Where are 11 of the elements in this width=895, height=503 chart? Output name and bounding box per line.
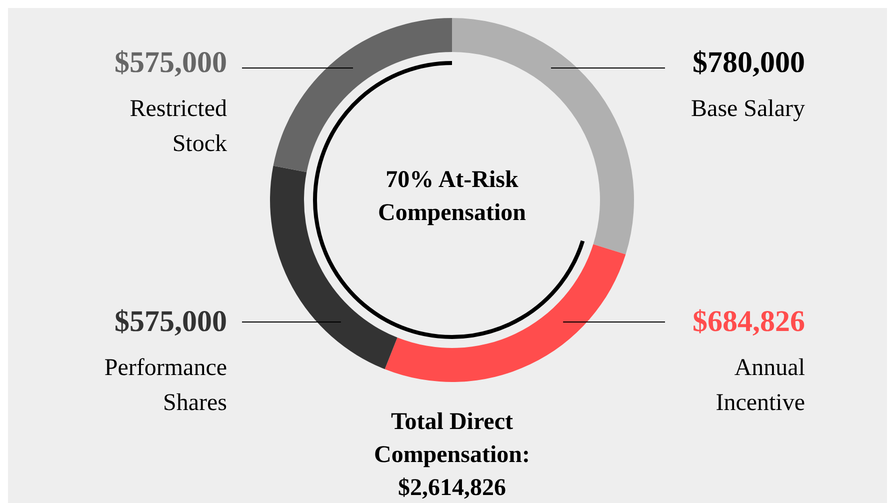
slice-label: Annual Incentive xyxy=(716,355,806,416)
donut-slice xyxy=(384,244,626,382)
data-label: $780,000 xyxy=(692,46,805,79)
data-label: $684,826 xyxy=(692,305,805,338)
slice-label: Performance Shares xyxy=(104,355,227,416)
data-label: $575,000 xyxy=(114,46,227,79)
slice-label: Base Salary xyxy=(691,96,805,122)
slice-label: Restricted Stock xyxy=(130,96,227,157)
text: 70% At-Risk Compensation xyxy=(378,167,526,226)
data-label: $575,000 xyxy=(114,305,227,338)
text: Total Direct Compensation: $2,614,826 xyxy=(374,409,530,501)
